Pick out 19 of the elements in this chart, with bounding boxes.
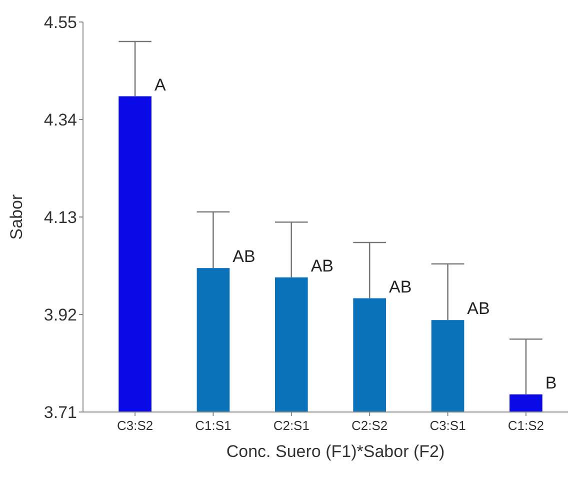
annotation: AB — [389, 277, 412, 296]
x-tick-label: C2:S1 — [273, 418, 310, 433]
y-tick-label: 4.55 — [44, 12, 77, 32]
y-tick-label: 4.13 — [44, 208, 77, 227]
y-tick-label: 3.92 — [44, 305, 77, 324]
annotation: A — [154, 75, 166, 94]
x-tick-label: C2:S2 — [352, 418, 388, 433]
y-axis-title: Sabor — [7, 194, 26, 240]
y-tick-label: 4.34 — [44, 110, 77, 130]
annotation: AB — [232, 247, 256, 266]
x-tick-label: C3:S2 — [116, 418, 154, 433]
annotation: AB — [467, 299, 490, 318]
annotation: AB — [310, 256, 334, 276]
x-axis-title: Conc. Suero (F1)*Sabor (F2) — [226, 442, 445, 461]
y-tick-label: 3.71 — [44, 402, 77, 422]
x-tick-label: C1:S1 — [195, 418, 232, 433]
annotation: B — [545, 373, 557, 392]
x-tick-label: C3:S1 — [430, 418, 466, 433]
x-tick-label: C1:S2 — [508, 418, 544, 433]
